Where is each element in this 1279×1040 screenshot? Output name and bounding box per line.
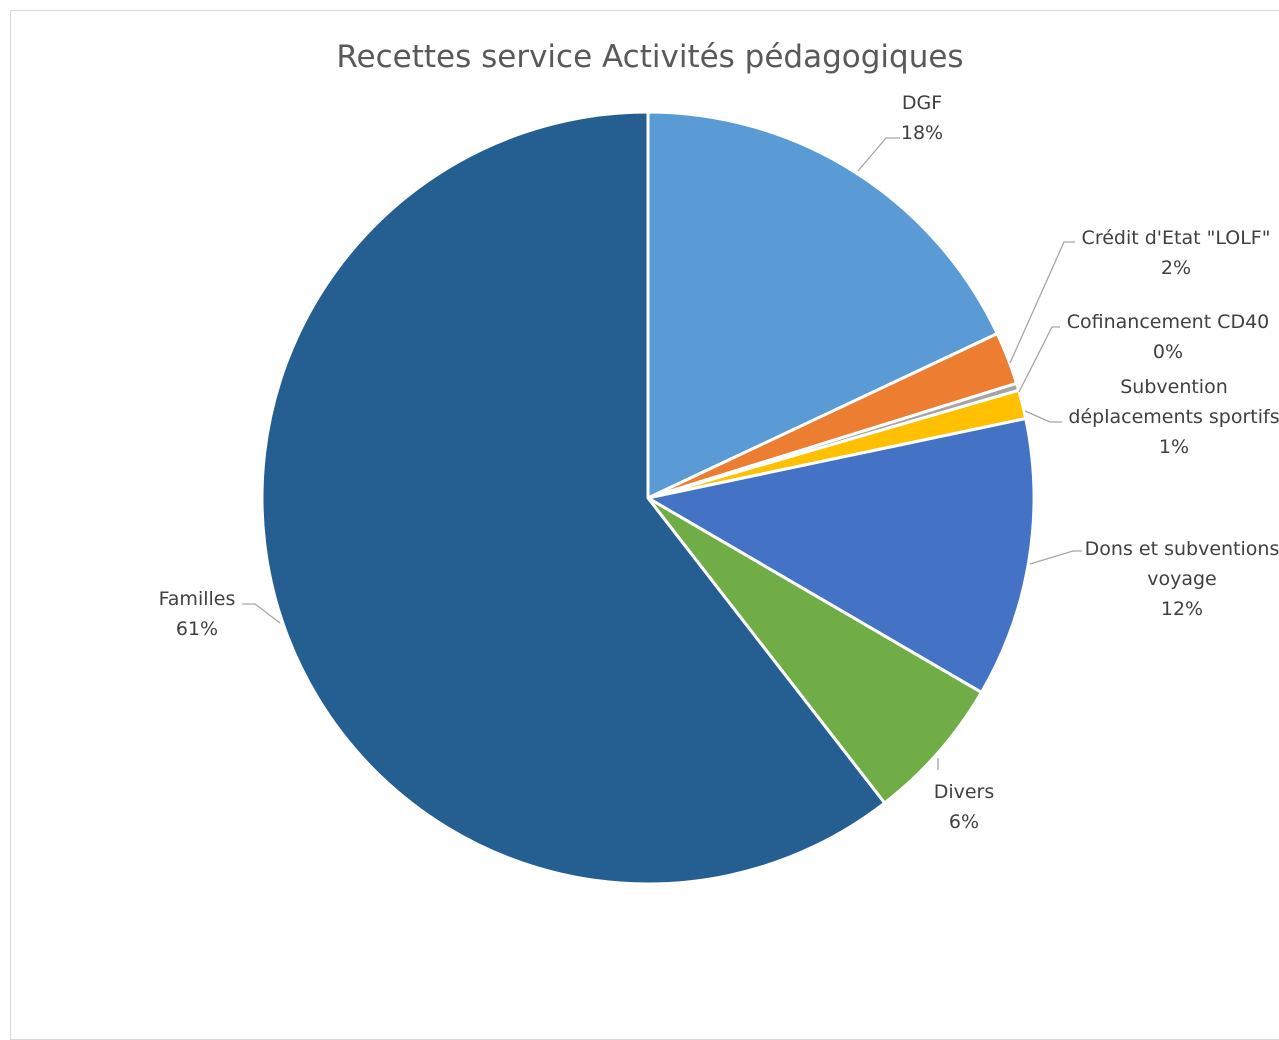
data-label-dons-et-subventions-voyage: Dons et subventions voyage 12%	[1085, 538, 1279, 620]
data-label-cofinancement-cd40: Cofinancement CD40 0%	[1067, 311, 1270, 363]
data-label-dgf: DGF 18%	[901, 92, 943, 144]
leader-line-subvention-deplacements-sportifs	[1024, 410, 1062, 423]
data-label-value: 0%	[1153, 341, 1183, 363]
data-label-name: Familles	[159, 588, 236, 610]
data-label-name: Cofinancement CD40	[1067, 311, 1270, 333]
data-label-name: voyage	[1147, 568, 1217, 590]
data-label-name: DGF	[902, 92, 942, 114]
leader-lines	[242, 137, 1082, 770]
pie-slice-divers	[646, 496, 983, 805]
data-label-value: 61%	[176, 618, 218, 640]
leader-line-credit-d-etat-lolf	[1009, 241, 1075, 364]
data-labels: DGF 18% Crédit d'Etat "LOLF" 2% Cofinancemen…	[159, 92, 1279, 833]
data-label-value: 18%	[901, 122, 943, 144]
leader-line-dons-et-subventions-voyage	[1029, 550, 1082, 565]
pie-slice-dgf	[646, 110, 999, 500]
data-label-familles: Familles 61%	[159, 588, 236, 640]
chart-title: Recettes service Activités pédagogiques	[336, 39, 963, 75]
data-label-name: Subvention	[1120, 376, 1228, 398]
data-label-name: Dons et subventions	[1085, 538, 1279, 560]
data-label-value: 12%	[1161, 598, 1203, 620]
data-label-name: Divers	[934, 781, 995, 803]
leader-line-cofinancement-cd40	[1018, 326, 1060, 393]
pie-slice-familles	[260, 110, 887, 886]
data-label-divers: Divers 6%	[934, 781, 995, 833]
leader-line-familles	[242, 603, 281, 624]
data-label-name: déplacements sportifs	[1068, 406, 1279, 428]
data-label-value: 6%	[949, 811, 979, 833]
data-label-value: 1%	[1159, 436, 1189, 458]
data-label-credit-d-etat-lolf: Crédit d'Etat "LOLF" 2%	[1082, 227, 1271, 279]
data-label-name: Crédit d'Etat "LOLF"	[1082, 227, 1271, 249]
data-label-subvention-deplacements-sportifs: Subvention déplacements sportifs 1%	[1068, 376, 1279, 458]
pie-slices	[260, 110, 1036, 886]
leader-line-dgf	[857, 137, 900, 172]
pie-slice-dons-et-subventions-voyage	[646, 417, 1036, 694]
data-label-value: 2%	[1161, 257, 1191, 279]
